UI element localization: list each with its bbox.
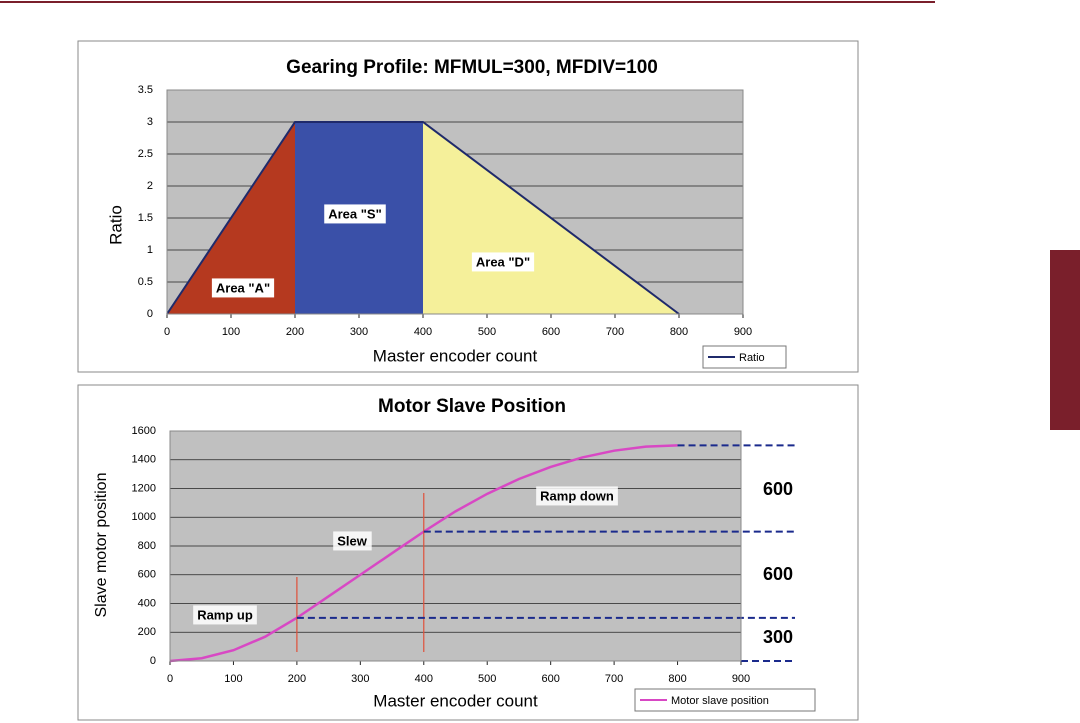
step-label: 300 [763,627,793,647]
x-tick-label: 600 [541,673,559,685]
annotation: Area "S" [328,206,382,221]
x-tick-label: 800 [668,673,686,685]
x-tick-label: 500 [478,673,496,685]
y-tick-label: 1.5 [138,212,153,224]
y-tick-label: 3 [147,116,153,128]
y-tick-label: 800 [138,540,156,552]
annotation-box [536,486,618,506]
y-axis-label: Ratio [106,205,125,245]
x-tick-label: 200 [286,326,304,338]
legend-box [634,688,816,712]
annotation: Area "A" [216,280,270,295]
x-axis-label: Master encoder count [373,346,538,365]
x-tick-label: 0 [167,673,173,685]
x-tick-label: 100 [224,673,242,685]
plot-border [169,430,742,662]
annotation: Ramp up [197,607,253,622]
x-tick-label: 800 [670,326,688,338]
annotation: Area "D" [476,254,530,269]
legend-label: Ratio [739,352,765,364]
x-tick-label: 600 [542,326,560,338]
y-tick-label: 1 [147,244,153,256]
y-tick-label: 200 [138,626,156,638]
x-tick-label: 300 [350,326,368,338]
annotation-box [471,252,535,272]
y-tick-label: 1200 [132,482,156,494]
y-tick-label: 1000 [132,511,156,523]
x-tick-label: 400 [414,326,432,338]
y-tick-label: 0 [150,655,156,667]
x-tick-label: 700 [605,673,623,685]
y-tick-label: 0.5 [138,276,153,288]
x-tick-label: 0 [164,326,170,338]
annotation-box [211,278,275,298]
y-tick-label: 0 [147,308,153,320]
legend-label: Motor slave position [671,695,769,707]
x-tick-label: 900 [734,326,752,338]
x-tick-label: 200 [288,673,306,685]
chart-title: Gearing Profile: MFMUL=300, MFDIV=100 [286,57,658,78]
y-tick-label: 2.5 [138,148,153,160]
step-label: 600 [763,479,793,499]
x-axis-label: Master encoder count [373,691,538,710]
legend-box [702,345,787,369]
annotation-box [333,531,372,551]
y-axis-label: Slave motor position [93,473,110,618]
y-tick-label: 1600 [132,425,156,437]
y-tick-label: 3.5 [138,84,153,96]
y-tick-label: 2 [147,180,153,192]
plot-border [166,89,744,315]
annotation: Ramp down [540,488,614,503]
x-tick-label: 500 [478,326,496,338]
annotation-box [193,605,257,625]
data-line [166,121,680,315]
x-tick-label: 900 [732,673,750,685]
y-tick-label: 600 [138,569,156,581]
annotation: Slew [337,533,368,548]
x-tick-label: 300 [351,673,369,685]
step-label: 600 [763,564,793,584]
y-tick-label: 1400 [132,454,156,466]
side-tab [1050,250,1080,430]
x-tick-label: 700 [606,326,624,338]
chart-title: Motor Slave Position [378,396,566,417]
x-tick-label: 100 [222,326,240,338]
y-tick-label: 400 [138,597,156,609]
x-tick-label: 400 [415,673,433,685]
annotation-box [324,204,386,224]
